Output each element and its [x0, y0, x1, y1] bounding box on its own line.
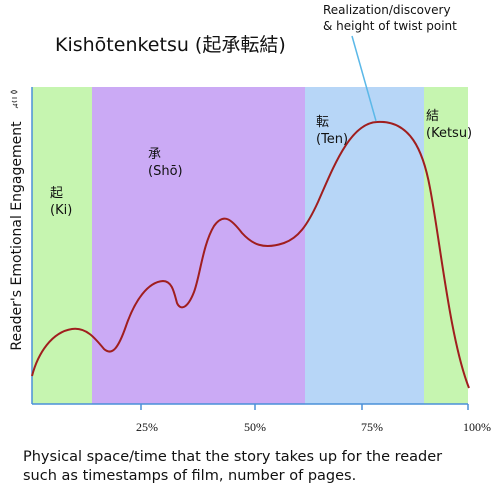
phase-kanji-ketsu: 結 [426, 109, 440, 124]
callout-line-2: & height of twist point [323, 19, 457, 33]
phase-kanji-sho: 承 [148, 147, 162, 162]
y-axis-label: Reader's Emotional Engagement [9, 121, 25, 351]
callout-pointer-line [351, 35, 377, 122]
diagram-title: Kishōtenketsu (起承転結) [55, 34, 286, 56]
phase-band-ketsu [424, 87, 468, 404]
phase-romaji-ten: (Ten) [316, 132, 349, 147]
x-tick-label-75: 75% [361, 420, 383, 434]
x-axis-caption: Physical space/time that the story takes… [23, 448, 493, 486]
phase-band-ki [32, 87, 92, 404]
caption-line-2: such as timestamps of film, number of pa… [23, 468, 357, 484]
phase-romaji-ketsu: (Ketsu) [426, 126, 473, 141]
phase-romaji-ki: (Ki) [50, 203, 73, 218]
phase-band-ten [305, 87, 424, 404]
x-tick-label-25: 25% [136, 420, 158, 434]
phase-label-ten: 転 (Ten) [316, 114, 348, 148]
twist-point-callout: Realization/discovery & height of twist … [323, 2, 498, 34]
phase-label-ki: 起 (Ki) [50, 185, 72, 219]
caption-line-1: Physical space/time that the story takes… [23, 449, 443, 465]
phase-kanji-ki: 起 [50, 186, 64, 201]
phase-label-sho: 承 (Shō) [148, 146, 183, 180]
phase-kanji-ten: 転 [316, 115, 330, 130]
phase-label-ketsu: 結 (Ketsu) [426, 108, 472, 142]
callout-line-1: Realization/discovery [323, 3, 451, 17]
x-tick-label-50: 50% [244, 420, 266, 434]
phase-romaji-sho: (Shō) [148, 164, 183, 179]
ornament-icon [10, 90, 19, 109]
engagement-curve [31, 120, 470, 389]
x-tick-label-100: 100% [463, 420, 491, 434]
